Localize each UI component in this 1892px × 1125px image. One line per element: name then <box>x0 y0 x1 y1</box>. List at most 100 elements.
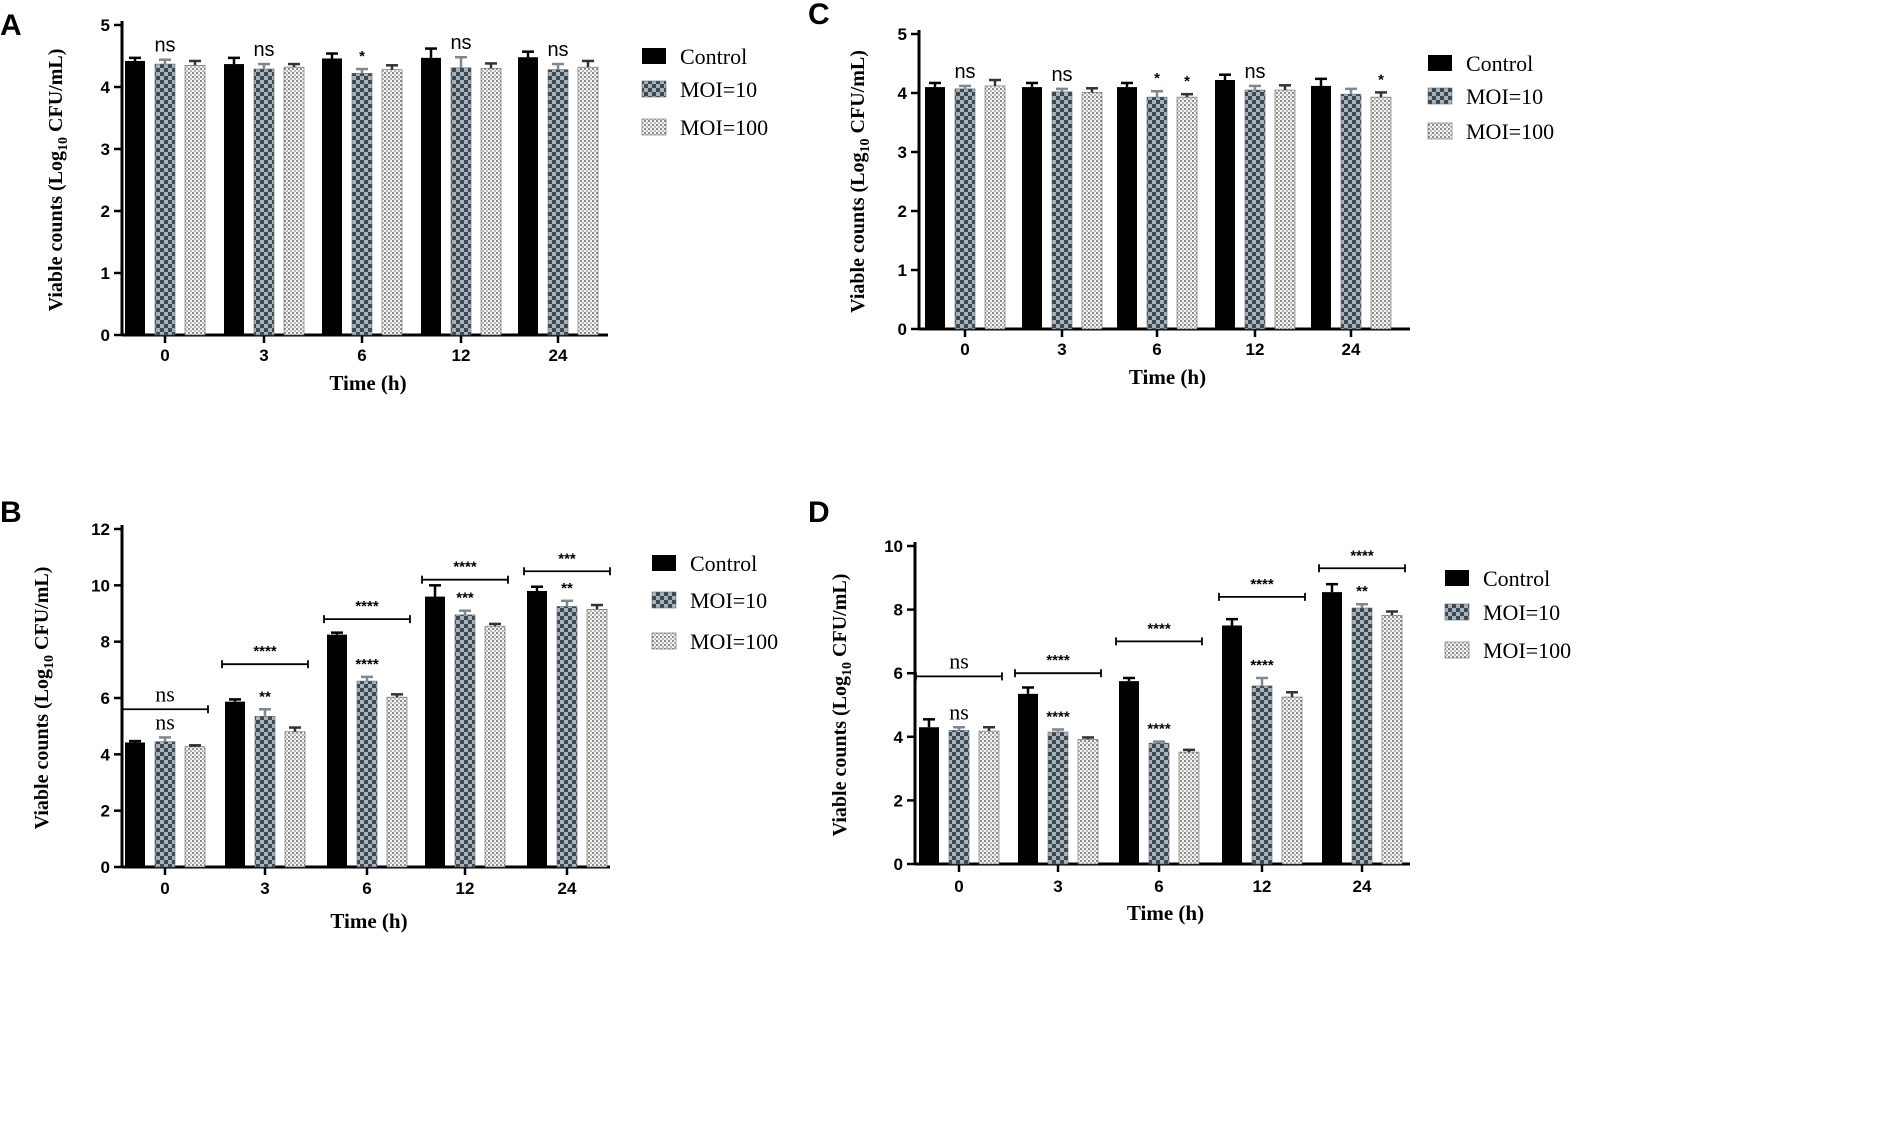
significance-label: * <box>1154 70 1160 87</box>
bar-moi-10 <box>1351 607 1373 865</box>
bar-moi-100 <box>978 730 1000 865</box>
y-axis-label: Viable counts (Log10 CFU/mL) <box>45 49 71 312</box>
significance-bracket-label: **** <box>453 559 477 576</box>
bar-moi-100 <box>284 731 306 868</box>
bar-moi-10 <box>1051 91 1073 330</box>
bar-control <box>1022 87 1042 329</box>
significance-label: ns <box>1051 64 1072 86</box>
x-tick-label: 24 <box>1342 340 1361 359</box>
legend-label: Control <box>680 44 747 69</box>
y-tick-label: 10 <box>91 576 110 595</box>
significance-label: ns <box>154 35 175 57</box>
y-tick-label: 1 <box>898 261 907 280</box>
x-tick-label: 3 <box>260 879 269 898</box>
bar-moi-10 <box>1148 742 1170 865</box>
significance-label: * <box>1378 71 1384 88</box>
bar-moi-100 <box>586 608 608 868</box>
x-tick-label: 12 <box>452 346 471 365</box>
legend-swatch-control <box>642 48 666 64</box>
y-tick-label: 0 <box>101 326 110 345</box>
bar-moi-100 <box>386 696 408 868</box>
legend-swatch-control <box>1445 570 1469 586</box>
legend-swatch-moi-100 <box>651 632 677 650</box>
bar-moi-100 <box>283 66 305 336</box>
y-tick-label: 8 <box>894 601 903 620</box>
significance-bracket-label: **** <box>355 598 379 615</box>
bar-control <box>1215 80 1235 330</box>
y-tick-label: 6 <box>894 664 903 683</box>
y-tick-label: 8 <box>101 633 110 652</box>
legend-label: Control <box>690 551 757 576</box>
significance-label: ns <box>1244 61 1265 83</box>
x-axis-label: Time (h) <box>329 371 406 395</box>
legend-label: Control <box>1483 566 1550 591</box>
significance-bracket-label: **** <box>1350 547 1374 564</box>
panel-letter: C <box>808 0 830 31</box>
bar-control <box>125 60 145 336</box>
significance-label: ** <box>259 688 271 705</box>
bar-moi-100 <box>1178 751 1200 865</box>
legend-swatch-moi-10 <box>641 80 667 98</box>
bar-moi-100 <box>1176 96 1198 330</box>
significance-label: **** <box>1147 721 1171 738</box>
bar-control <box>919 727 939 864</box>
significance-label: ns <box>253 39 274 61</box>
bar-moi-10 <box>154 741 176 868</box>
y-tick-label: 4 <box>101 78 111 97</box>
bar-moi-10 <box>954 88 976 330</box>
y-tick-label: 0 <box>898 320 907 339</box>
y-tick-label: 5 <box>101 16 110 35</box>
significance-bracket-label: **** <box>1147 620 1171 637</box>
bar-control <box>527 590 547 867</box>
bar-moi-100 <box>184 65 206 336</box>
significance-bracket-label: **** <box>1046 652 1070 669</box>
significance-label: ns <box>450 32 471 54</box>
bar-moi-10 <box>1047 731 1069 865</box>
bar-control <box>1322 592 1342 864</box>
bar-moi-100 <box>480 68 502 336</box>
x-tick-label: 12 <box>1246 340 1265 359</box>
bar-moi-100 <box>1077 739 1099 865</box>
x-tick-label: 0 <box>960 340 969 359</box>
x-tick-label: 3 <box>259 346 268 365</box>
y-axis-label: Viable counts (Log10 CFU/mL) <box>31 567 57 830</box>
significance-label: ns <box>155 709 175 734</box>
legend-label: Control <box>1466 51 1533 76</box>
y-tick-label: 10 <box>884 537 903 556</box>
legend-label: MOI=100 <box>1483 638 1571 663</box>
bar-moi-10 <box>556 606 578 868</box>
y-tick-label: 4 <box>101 745 111 764</box>
legend-swatch-moi-100 <box>641 118 667 136</box>
bar-control <box>327 634 347 867</box>
x-tick-label: 12 <box>1253 877 1272 896</box>
legend-label: MOI=10 <box>1483 600 1560 625</box>
y-tick-label: 2 <box>101 802 110 821</box>
legend: Control MOI=10 MOI=100 <box>641 44 768 140</box>
y-tick-label: 4 <box>894 728 904 747</box>
x-tick-label: 6 <box>1152 340 1161 359</box>
significance-label: * <box>359 48 365 65</box>
significance-bracket-label: ns <box>155 681 175 706</box>
significance-label: ** <box>1356 583 1368 600</box>
bar-control <box>1222 625 1242 864</box>
x-tick-label: 24 <box>558 879 577 898</box>
significance-label: **** <box>1250 657 1274 674</box>
y-tick-label: 3 <box>101 140 110 159</box>
bar-moi-100 <box>984 85 1006 330</box>
significance-bracket-label: ns <box>949 648 969 673</box>
bar-moi-10 <box>253 68 275 336</box>
significance-label: * <box>1184 73 1190 90</box>
y-tick-label: 5 <box>898 25 907 44</box>
bar-control <box>1117 87 1137 329</box>
legend-label: MOI=100 <box>680 115 768 140</box>
bar-moi-10 <box>1251 685 1273 865</box>
bar-moi-10 <box>356 680 378 868</box>
significance-label: ns <box>949 699 969 724</box>
x-tick-label: 0 <box>160 346 169 365</box>
x-tick-label: 3 <box>1053 877 1062 896</box>
